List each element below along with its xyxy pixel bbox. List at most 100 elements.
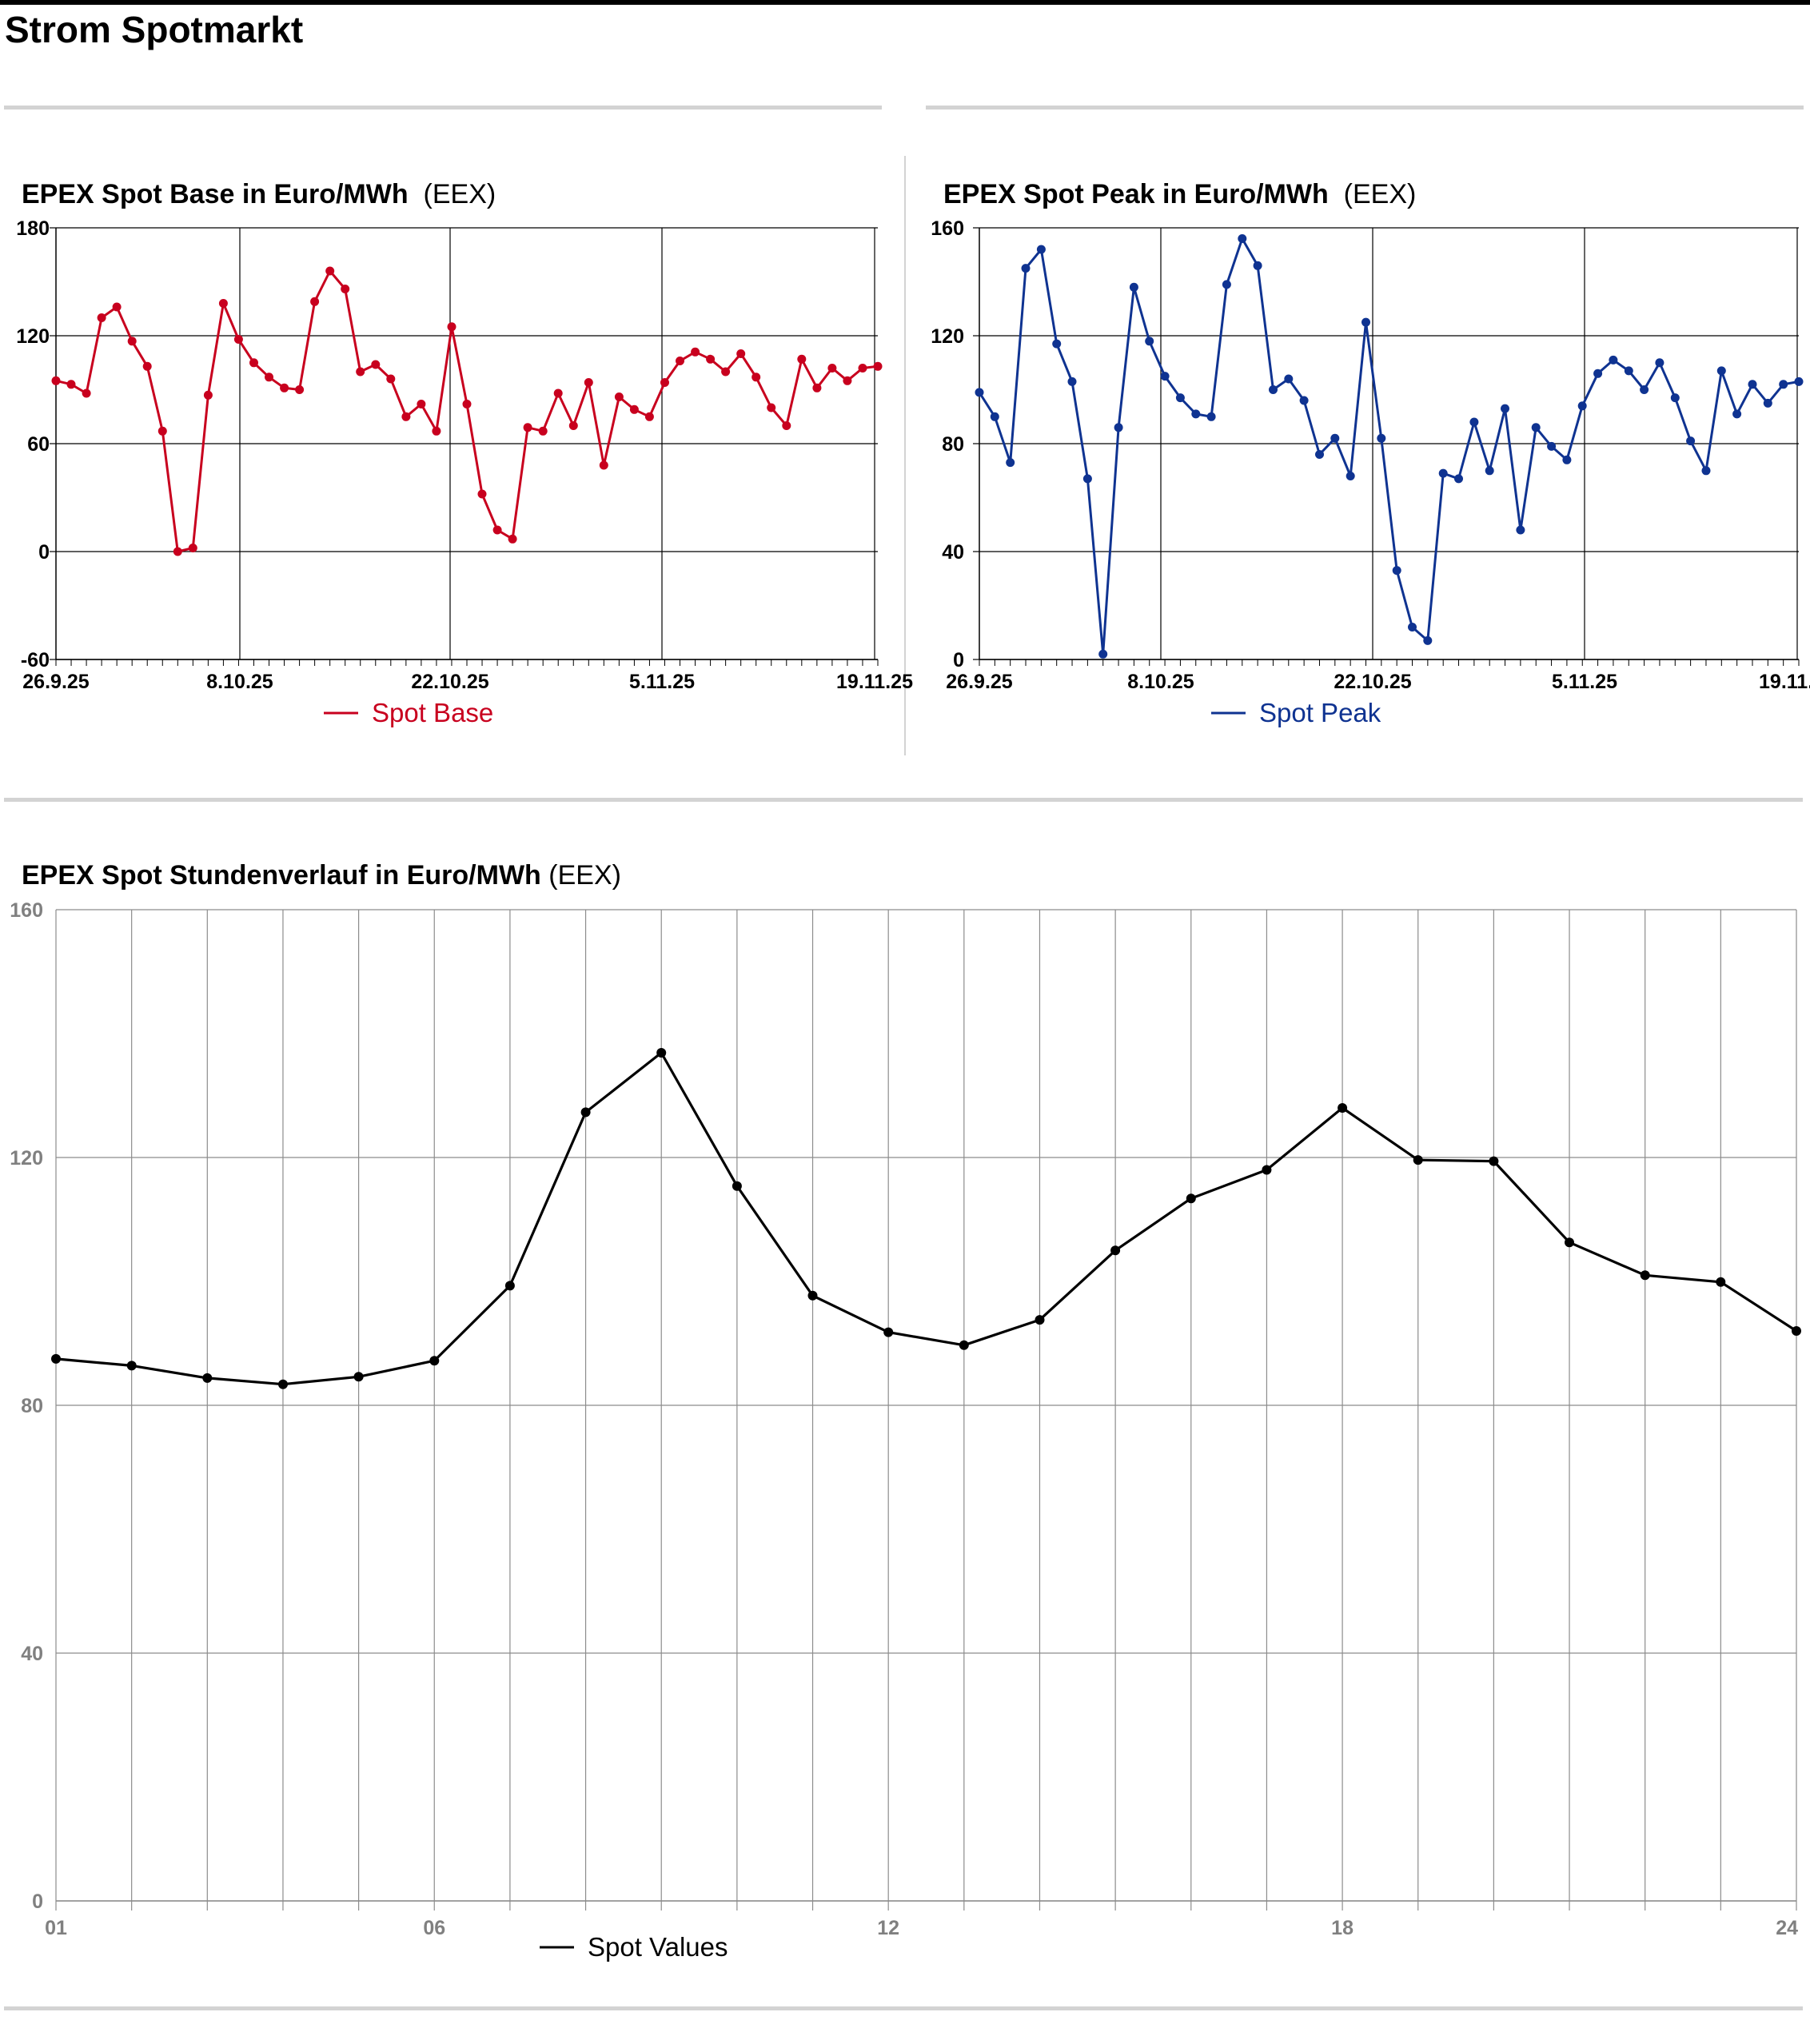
data-point xyxy=(280,383,289,392)
data-point xyxy=(767,403,776,412)
data-point xyxy=(691,347,700,357)
data-point xyxy=(1377,433,1386,443)
data-point xyxy=(325,266,335,276)
data-point xyxy=(218,299,228,308)
y-tick-label: 0 xyxy=(38,541,50,564)
data-point xyxy=(462,400,472,408)
data-point xyxy=(523,423,532,432)
data-point xyxy=(1338,1103,1348,1113)
x-tick-label: 5.11.25 xyxy=(629,671,695,693)
data-point xyxy=(1006,458,1015,468)
data-point xyxy=(1454,474,1463,484)
y-tick-label: 40 xyxy=(21,1643,43,1665)
data-point xyxy=(807,1290,818,1301)
x-tick-label: 01 xyxy=(45,1917,67,1939)
column-divider xyxy=(904,156,906,755)
data-point xyxy=(429,1356,440,1366)
data-point xyxy=(1346,472,1355,480)
data-point xyxy=(203,390,213,400)
x-tick-label: 26.9.25 xyxy=(22,671,90,693)
data-point xyxy=(1315,450,1324,459)
data-point xyxy=(1763,398,1772,408)
data-point xyxy=(233,335,243,344)
data-point xyxy=(975,388,984,397)
data-point xyxy=(1222,280,1231,289)
data-point xyxy=(1392,566,1401,576)
x-tick-label: 5.11.25 xyxy=(1552,671,1617,693)
chart-title-base-text: EPEX Spot Base in Euro/MWh xyxy=(22,179,409,209)
y-tick-label: 80 xyxy=(942,433,964,456)
data-point xyxy=(1129,282,1138,292)
data-point xyxy=(508,534,517,544)
data-point xyxy=(173,547,182,556)
chart-title-hourly: EPEX Spot Stundenverlauf in Euro/MWh (EE… xyxy=(22,860,621,891)
data-point xyxy=(1686,436,1696,446)
section-rule-left xyxy=(4,106,882,110)
data-point xyxy=(1670,393,1680,403)
data-point xyxy=(278,1379,288,1389)
data-point xyxy=(310,297,320,306)
chart-title-peak: EPEX Spot Peak in Euro/MWh (EEX) xyxy=(943,179,1416,210)
data-point xyxy=(858,364,867,373)
data-point xyxy=(1330,433,1340,443)
data-point xyxy=(812,383,822,392)
series-line xyxy=(978,237,1800,655)
data-point xyxy=(736,349,746,358)
chart-source-hourly: (EEX) xyxy=(548,860,621,891)
data-point xyxy=(1792,1326,1801,1336)
data-point xyxy=(1114,423,1123,432)
data-point xyxy=(1284,374,1294,384)
data-point xyxy=(732,1181,742,1191)
x-tick-label: 22.10.25 xyxy=(411,671,488,693)
x-tick-label: 26.9.25 xyxy=(946,671,1013,693)
data-point xyxy=(447,322,456,332)
data-point xyxy=(66,380,76,389)
y-tick-label: 120 xyxy=(931,325,964,348)
x-tick-label: 06 xyxy=(423,1917,445,1939)
data-point xyxy=(142,361,152,371)
data-point xyxy=(1655,358,1664,368)
data-point xyxy=(1021,264,1031,273)
data-point xyxy=(1485,466,1494,476)
data-point xyxy=(752,373,761,382)
data-point xyxy=(1531,423,1541,432)
data-point xyxy=(295,385,305,394)
data-point xyxy=(721,367,731,377)
data-point xyxy=(1160,372,1170,381)
data-point xyxy=(538,426,548,436)
data-point xyxy=(782,421,791,430)
data-point xyxy=(1206,412,1216,421)
data-point xyxy=(1577,401,1587,411)
x-tick-label: 18 xyxy=(1331,1917,1354,1939)
data-point xyxy=(386,374,396,384)
data-point xyxy=(1191,409,1201,419)
data-point xyxy=(126,1361,137,1371)
data-point xyxy=(1052,339,1062,349)
x-tick-label: 8.10.25 xyxy=(206,671,273,693)
chart-source-base: (EEX) xyxy=(423,179,496,209)
data-point xyxy=(797,354,807,364)
data-point xyxy=(629,404,639,414)
data-point xyxy=(432,426,441,436)
data-point xyxy=(1593,369,1603,378)
data-point xyxy=(249,358,258,368)
data-point xyxy=(656,1048,667,1058)
data-point xyxy=(1067,377,1077,386)
data-point xyxy=(112,302,122,312)
data-point xyxy=(599,460,608,470)
x-tick-label: 19.11.25 xyxy=(836,671,913,693)
data-point xyxy=(1423,636,1433,645)
data-point xyxy=(568,421,578,430)
y-tick-label: 180 xyxy=(16,217,50,240)
data-point xyxy=(202,1373,213,1383)
data-point xyxy=(1145,337,1154,346)
data-point xyxy=(1098,649,1108,659)
data-point xyxy=(1186,1193,1196,1204)
data-point xyxy=(492,525,502,535)
data-point xyxy=(1609,355,1618,365)
data-point xyxy=(1640,385,1649,394)
data-point xyxy=(584,378,593,387)
data-point xyxy=(353,1372,364,1382)
data-point xyxy=(1238,234,1247,243)
